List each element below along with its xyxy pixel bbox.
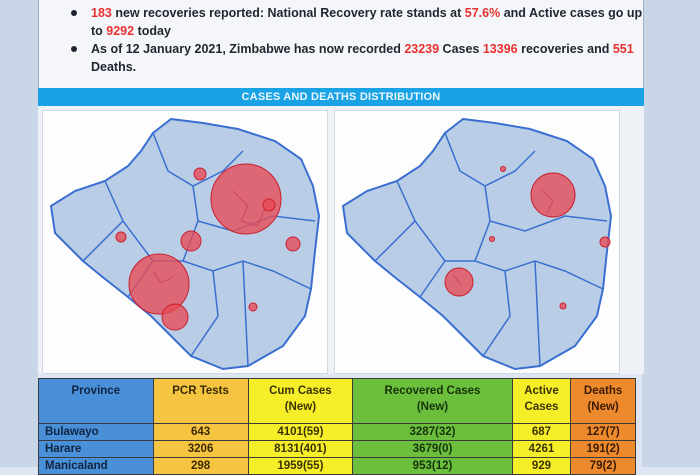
highlight-number: 551 — [612, 42, 634, 56]
cell-province: Bulawayo — [38, 423, 154, 441]
cases-map — [42, 110, 328, 374]
cell-deaths: 79(2) — [570, 457, 636, 475]
left-margin — [0, 0, 38, 467]
cell-province: Manicaland — [38, 457, 154, 475]
cell-cum-cases: 4101(59) — [247, 423, 354, 441]
province-table: Province PCR Tests Cum Cases (New) Recove… — [38, 378, 636, 475]
bullet-text: As of 12 January 2021, Zimbabwe has now … — [91, 42, 405, 56]
col-header-province: Province — [38, 378, 154, 424]
cell-cum-cases: 1959(55) — [247, 457, 354, 475]
col-header-recovered: Recovered Cases (New) — [352, 378, 513, 424]
cell-deaths: 191(2) — [570, 440, 636, 458]
highlight-number: 57.6% — [464, 6, 501, 20]
cell-active: 929 — [511, 457, 572, 475]
col-header-cum-cases: Cum Cases (New) — [247, 378, 354, 424]
highlight-number: 183 — [91, 6, 112, 20]
summary-panel: 183 new recoveries reported: National Re… — [38, 0, 644, 88]
cell-province: Harare — [38, 440, 154, 458]
table-row: Bulawayo 643 4101(59) 3287(32) 687 127(7… — [38, 423, 636, 441]
cell-pcr-tests: 298 — [152, 457, 249, 475]
highlight-number: 23239 — [404, 42, 440, 56]
bullet-text: and Active cases go up to — [91, 6, 643, 38]
deaths-map — [334, 110, 620, 374]
cell-recovered: 953(12) — [352, 457, 513, 475]
col-header-deaths: Deaths (New) — [570, 378, 636, 424]
cell-recovered: 3679(0) — [352, 440, 513, 458]
cell-pcr-tests: 3206 — [152, 440, 249, 458]
table-row: Manicaland 298 1959(55) 953(12) 929 79(2… — [38, 457, 636, 475]
col-header-pcr-tests: PCR Tests — [152, 378, 249, 424]
cell-pcr-tests: 643 — [152, 423, 249, 441]
deaths-bubbles — [444, 166, 611, 310]
bullet-text: recoveries and — [517, 42, 613, 56]
cell-active: 4261 — [511, 440, 572, 458]
highlight-number: 13396 — [482, 42, 518, 56]
section-banner: CASES AND DEATHS DISTRIBUTION — [38, 88, 644, 106]
bullet-text: Cases — [439, 42, 483, 56]
cell-cum-cases: 8131(401) — [247, 440, 354, 458]
bullet-text: today — [134, 24, 171, 38]
cell-deaths: 127(7) — [570, 423, 636, 441]
summary-bullet: 183 new recoveries reported: National Re… — [71, 4, 643, 40]
cell-recovered: 3287(32) — [352, 423, 513, 441]
cases-bubbles — [115, 163, 301, 331]
summary-bullet-list: 183 new recoveries reported: National Re… — [39, 0, 643, 76]
maps-panel — [38, 106, 644, 374]
cell-active: 687 — [511, 423, 572, 441]
summary-bullet: As of 12 January 2021, Zimbabwe has now … — [71, 40, 643, 76]
right-margin — [642, 0, 700, 467]
table-header-row: Province PCR Tests Cum Cases (New) Recove… — [38, 378, 636, 424]
bullet-text: Deaths. — [91, 60, 137, 74]
bullet-text: new recoveries reported: National Recove… — [111, 6, 465, 20]
table-row: Harare 3206 8131(401) 3679(0) 4261 191(2… — [38, 440, 636, 458]
highlight-number: 9292 — [106, 24, 135, 38]
col-header-active: Active Cases — [511, 378, 572, 424]
deaths-map-svg — [335, 111, 619, 373]
cases-map-svg — [43, 111, 327, 373]
